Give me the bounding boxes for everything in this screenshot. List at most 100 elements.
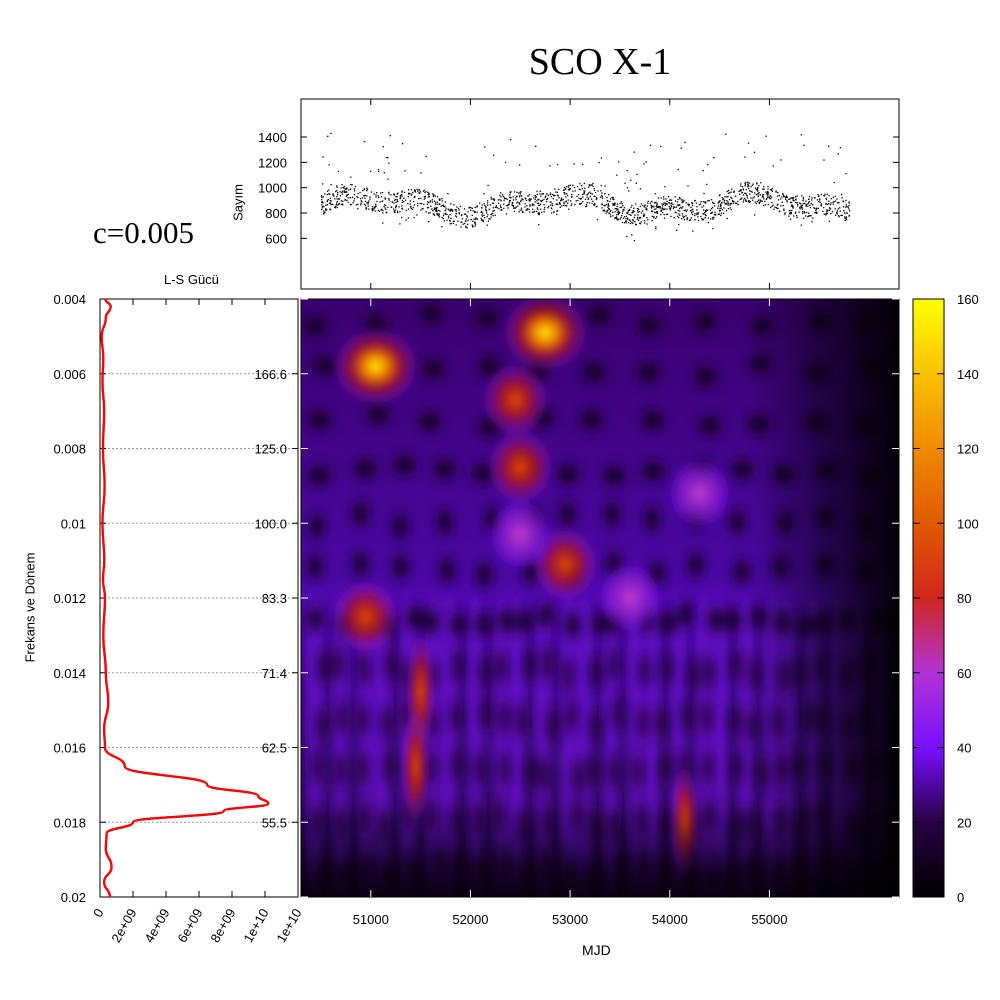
- lc-point: [618, 210, 620, 212]
- lc-point: [650, 200, 653, 203]
- lc-point: [426, 207, 429, 209]
- lc-point: [753, 196, 755, 198]
- lc-point: [433, 207, 436, 209]
- lc-point: [396, 200, 399, 203]
- lc-point: [622, 208, 624, 211]
- lc-point: [342, 186, 344, 189]
- lc-point: [519, 209, 521, 211]
- lc-point: [447, 215, 450, 217]
- lc-point: [608, 212, 610, 214]
- lc-point: [500, 209, 502, 211]
- lc-point: [427, 193, 429, 196]
- lc-point: [849, 210, 851, 212]
- lc-point: [830, 202, 832, 204]
- lc-point: [734, 195, 737, 197]
- lc-point: [567, 199, 569, 201]
- lc-point: [717, 207, 719, 209]
- lc-point: [666, 202, 668, 205]
- lc-point: [608, 208, 611, 210]
- lc-point: [427, 191, 429, 193]
- lc-point: [595, 198, 598, 201]
- lc-point: [835, 214, 837, 216]
- lc-point: [608, 205, 610, 207]
- lc-point: [747, 182, 749, 184]
- lc-point: [627, 209, 630, 212]
- lc-point: [583, 190, 585, 192]
- lc-point: [577, 194, 580, 196]
- lc-point: [742, 201, 745, 203]
- lc-point: [401, 201, 404, 204]
- lc-point: [634, 214, 636, 216]
- lc-point: [733, 190, 735, 192]
- lc-point: [672, 203, 674, 206]
- lc-point: [639, 188, 642, 190]
- lc-point: [408, 193, 410, 195]
- lc-point: [407, 196, 410, 198]
- lc-point: [786, 196, 788, 198]
- lc-point: [437, 213, 439, 215]
- lc-point: [557, 203, 559, 205]
- ls-xtick-label: 1e+10: [240, 906, 271, 945]
- lc-point: [499, 204, 502, 206]
- lc-point: [825, 214, 827, 216]
- ls-xtick-label: 1e+10: [273, 906, 304, 945]
- lc-point: [343, 190, 345, 192]
- lc-point: [702, 205, 705, 207]
- lc-point: [600, 157, 603, 159]
- lc-point: [820, 205, 822, 207]
- lc-point: [520, 200, 522, 203]
- lc-point: [660, 197, 662, 199]
- lc-point: [427, 196, 429, 198]
- lc-point: [321, 199, 323, 201]
- lc-point: [790, 197, 792, 199]
- lc-point: [444, 210, 446, 212]
- lc-point: [579, 203, 581, 205]
- lc-point: [393, 202, 395, 204]
- lc-point: [321, 207, 323, 209]
- lc-point: [348, 189, 350, 191]
- lc-point: [487, 214, 489, 216]
- lc-point: [598, 161, 600, 164]
- lc-point: [399, 197, 401, 200]
- lc-point: [692, 211, 694, 213]
- lc-point: [500, 200, 502, 202]
- lc-point: [780, 205, 782, 207]
- lc-point: [616, 214, 618, 216]
- lc-point: [844, 216, 846, 218]
- lc-point: [532, 208, 534, 211]
- lc-point: [449, 213, 451, 216]
- lc-point: [626, 169, 628, 172]
- lc-point: [720, 212, 723, 214]
- lc-point: [375, 205, 377, 207]
- lc-point: [802, 212, 804, 215]
- lc-point: [642, 204, 644, 207]
- lc-point: [573, 187, 576, 189]
- lc-point: [399, 196, 402, 199]
- lc-point: [614, 208, 616, 210]
- lc-point: [706, 209, 709, 212]
- lc-point: [610, 216, 612, 218]
- lc-point: [339, 191, 341, 193]
- lc-point: [653, 217, 655, 219]
- lc-point: [546, 201, 548, 203]
- lc-point: [635, 182, 637, 185]
- lc-point: [485, 210, 488, 212]
- lc-point: [690, 206, 692, 208]
- lc-point: [651, 210, 654, 213]
- lc-point: [556, 163, 559, 166]
- lc-point: [350, 188, 352, 190]
- lc-point: [678, 213, 680, 215]
- lc-point: [616, 218, 618, 220]
- lc-point: [707, 163, 709, 166]
- lc-point: [524, 203, 526, 205]
- lc-point: [456, 206, 458, 208]
- lc-point: [679, 204, 681, 206]
- lc-point: [508, 201, 510, 203]
- lc-point: [630, 214, 632, 216]
- lc-point: [411, 208, 414, 211]
- lc-point: [719, 207, 721, 210]
- lc-point: [401, 205, 403, 207]
- lc-point: [809, 204, 811, 206]
- lc-point: [637, 208, 640, 210]
- lc-point: [423, 196, 426, 198]
